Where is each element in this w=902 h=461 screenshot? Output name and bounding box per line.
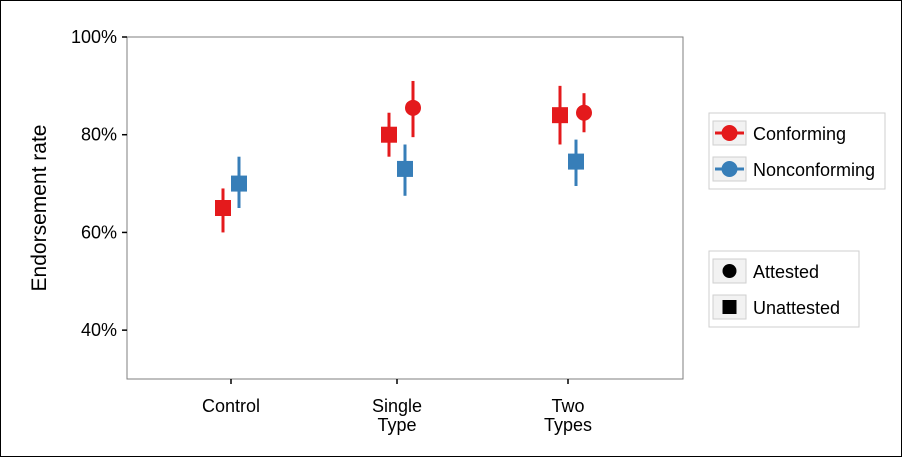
- point-circle: [405, 99, 421, 116]
- data-point: [397, 144, 413, 196]
- legend-shape-frame: [708, 250, 860, 328]
- y-tick-label: 60%: [81, 222, 117, 242]
- x-tick-label: Control: [202, 396, 260, 416]
- legend-color-label: Conforming: [753, 124, 846, 144]
- data-point: [576, 93, 592, 133]
- legend-shape-label: Unattested: [753, 298, 840, 318]
- plot-marks: [215, 80, 592, 233]
- plot-panel-border: [126, 36, 684, 380]
- data-point: [552, 85, 568, 145]
- data-point: [405, 80, 421, 138]
- point-square: [231, 175, 247, 192]
- legend-color-frame: [708, 112, 886, 190]
- legend-shape-item: Unattested: [712, 294, 840, 320]
- y-axis-title: Endorsement rate: [28, 125, 51, 292]
- point-square: [568, 153, 584, 170]
- plot-axes: 40% 60% 80% 100% Endorsement rate Control Sing…: [28, 27, 684, 435]
- point-square: [397, 160, 413, 177]
- data-point: [381, 112, 397, 157]
- point-square: [381, 126, 397, 143]
- point-square: [215, 200, 231, 216]
- y-tick-label: 100%: [71, 27, 117, 47]
- legend-shape: Attested Unattested: [708, 250, 860, 328]
- x-tick-label: Two Types: [544, 396, 592, 435]
- legend-color-label: Nonconforming: [753, 160, 875, 180]
- data-point: [215, 188, 231, 233]
- point-square: [552, 107, 568, 124]
- data-point: [568, 139, 584, 187]
- legend-key-bg: [712, 294, 747, 320]
- legend-key-circle: [721, 125, 738, 141]
- y-tick-label: 80%: [81, 125, 117, 145]
- data-point: [231, 156, 247, 208]
- legend-color-item: Nonconforming: [712, 156, 875, 182]
- legend-key-circle: [721, 161, 738, 177]
- legend-key-circle: [722, 264, 737, 278]
- x-tick-label: Single Type: [372, 396, 422, 435]
- y-tick-label: 40%: [81, 320, 117, 340]
- point-circle: [576, 104, 592, 121]
- legend-shape-label: Attested: [753, 262, 819, 282]
- legend-key-square: [722, 300, 737, 314]
- legend-color-item: Conforming: [712, 120, 846, 146]
- legend-color: Conforming Nonconforming: [708, 112, 886, 190]
- legend-shape-item: Attested: [712, 258, 819, 284]
